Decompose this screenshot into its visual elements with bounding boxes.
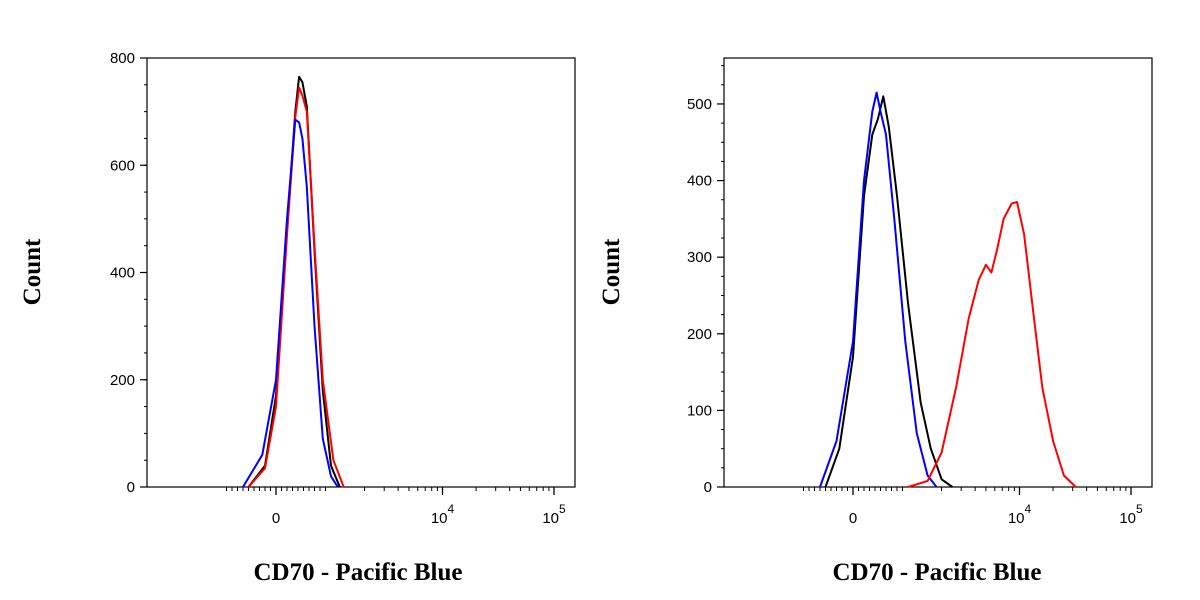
- histogram-series: [247, 86, 345, 488]
- histogram-series: [907, 201, 1077, 488]
- histogram-series: [819, 91, 938, 488]
- y-tick-label: 0: [704, 479, 712, 496]
- y-tick-label: 400: [110, 265, 135, 282]
- x-tick-label: 0: [849, 510, 857, 527]
- plot-frame: [723, 57, 1153, 488]
- histogram-series: [242, 118, 339, 488]
- x-tick-exponent: 5: [559, 502, 566, 516]
- x-tick-label: 104: [1008, 502, 1032, 527]
- plot-frame: [146, 57, 576, 488]
- x-axis-title: CD70 - Pacific Blue: [254, 559, 463, 586]
- y-tick-label: 100: [687, 402, 712, 419]
- histogram-series: [247, 75, 341, 488]
- y-tick-label: 400: [687, 173, 712, 190]
- x-tick-label: 104: [431, 502, 455, 527]
- y-tick-label: 600: [110, 157, 135, 174]
- y-axis-title: Count: [598, 238, 625, 305]
- histogram-series: [824, 95, 953, 488]
- y-tick-label: 200: [687, 326, 712, 343]
- x-tick-exponent: 4: [1025, 502, 1032, 516]
- x-axis-title: CD70 - Pacific Blue: [833, 559, 1042, 586]
- x-tick-exponent: 5: [1136, 502, 1143, 516]
- y-tick-label: 0: [127, 479, 135, 496]
- y-axis-title: Count: [19, 238, 46, 305]
- y-tick-label: 800: [110, 50, 135, 67]
- x-tick-exponent: 4: [448, 502, 455, 516]
- x-tick-label: 0: [272, 510, 280, 527]
- x-tick-label: 105: [1119, 502, 1143, 527]
- histogram-right: 0 100 200 300 400 500 0 104 105 CD70 - Pacific Bl…: [598, 57, 1153, 586]
- histogram-left: 0 200 400 600 800 0 104 105 CD70 - Pacific Blue C…: [19, 50, 576, 586]
- y-tick-label: 300: [687, 249, 712, 266]
- y-tick-label: 200: [110, 372, 135, 389]
- y-tick-label: 500: [687, 96, 712, 113]
- x-tick-label: 105: [542, 502, 566, 527]
